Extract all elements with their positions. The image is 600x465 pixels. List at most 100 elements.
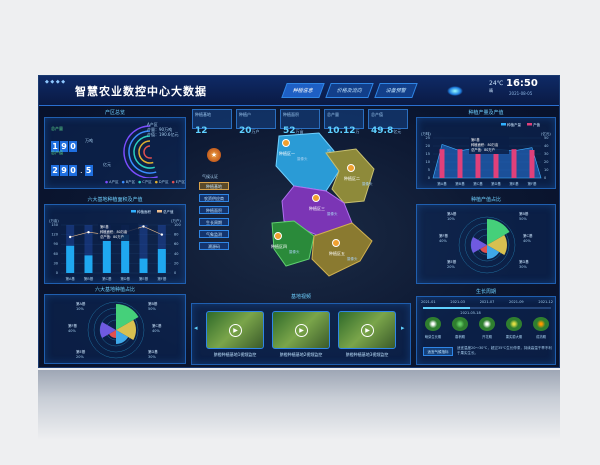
rose-segment xyxy=(471,237,487,253)
digit: 9 xyxy=(60,165,68,176)
globe-icon xyxy=(447,86,463,96)
region-map[interactable] xyxy=(264,131,399,281)
stat-label: 种植基地 xyxy=(195,112,211,117)
camera-tag[interactable]: 摄像头 xyxy=(362,182,373,186)
map-filter-button[interactable]: 种植面积 xyxy=(199,206,229,214)
value-label: 总产值 xyxy=(51,150,63,155)
map-filter-button[interactable]: 生长周期 xyxy=(199,218,229,226)
map-filter-button[interactable]: 溯源码 xyxy=(199,242,229,250)
next-arrow-icon[interactable]: ▸ xyxy=(401,324,405,332)
video-thumbnail[interactable]: ▶ xyxy=(272,311,330,349)
stat-unit: 万吨 xyxy=(327,129,360,153)
legend-swatch xyxy=(527,123,532,126)
rose-left-title: 六大基地种植占比 xyxy=(94,287,135,293)
x-tick: 第C基 xyxy=(102,276,112,281)
output-label: 总产量 xyxy=(51,126,63,131)
variety-marker-icon[interactable] xyxy=(282,139,290,147)
ring-arc xyxy=(123,125,158,178)
growth-stage: 开花期 xyxy=(475,317,499,339)
legend-item: ● E产区 xyxy=(171,180,185,184)
rose-label: 第B基 xyxy=(148,301,158,306)
camera-tag[interactable]: 摄像头 xyxy=(327,212,338,216)
camera-tag[interactable]: 摄像头 xyxy=(289,250,300,254)
variety-marker-icon[interactable] xyxy=(347,164,355,172)
y2-tick: 50 xyxy=(544,136,548,140)
climate-index-button[interactable]: 适宜气候指标 xyxy=(423,347,453,356)
x-tick: 第E基 xyxy=(139,276,149,281)
play-icon[interactable]: ▶ xyxy=(361,324,374,337)
digit: 1 xyxy=(51,141,59,152)
tab-planting[interactable]: 种植信息 xyxy=(281,83,325,98)
y-tick: 20 xyxy=(426,144,430,148)
stat-value-row: 52万亩 xyxy=(283,118,317,137)
rose-segment xyxy=(487,235,507,255)
bar xyxy=(457,149,463,178)
y-tick: 60 xyxy=(54,252,58,256)
prev-arrow-icon[interactable]: ◂ xyxy=(194,324,198,332)
y-tick: 0 xyxy=(56,271,58,275)
overview-legend: ● A产区 ● B产区 ● C产区 ● D产区 ● E产区 xyxy=(105,180,185,185)
map-filter-button[interactable]: 气象监测 xyxy=(199,230,229,238)
y-tick: 10 xyxy=(426,160,430,164)
region-label[interactable]: 种植区五 xyxy=(329,251,345,256)
rose-label: 第D基 xyxy=(148,349,158,354)
growth-timeline[interactable] xyxy=(423,307,551,309)
rose-label: 第E基 xyxy=(447,259,457,264)
region-label[interactable]: 种植区三 xyxy=(309,206,325,211)
rose-label: 第D基 xyxy=(519,259,529,264)
y2-tick: 100 xyxy=(174,223,181,227)
rose-segment xyxy=(480,245,487,253)
region-label[interactable]: 种植区二 xyxy=(344,176,360,181)
digit: 0 xyxy=(69,165,77,176)
legend-label: E产区 xyxy=(175,180,185,184)
right-unit: (亿元) xyxy=(541,131,551,136)
variety-marker-icon[interactable] xyxy=(274,232,282,240)
tab-device[interactable]: 设备预警 xyxy=(374,83,418,98)
variety-marker-icon[interactable] xyxy=(312,194,320,202)
variety-marker-icon[interactable] xyxy=(332,239,340,247)
weather: 晴 xyxy=(489,88,493,93)
stat-unit: 万户 xyxy=(251,129,260,134)
bar-chart: (万亩) (万户) 种植面积 总产值 0 30 60 90 120 150 0 20 40 60 80 100… xyxy=(49,209,181,281)
rose-label: 第C基 xyxy=(523,233,533,238)
video-caption: 脐橙种植基地3视频监控 xyxy=(345,352,389,357)
area-bar-chart: (万吨) (亿元) 种植产量 产值 0 5 10 15 20 25 0 10 20 30 40 50 第A基 第B… xyxy=(421,122,551,186)
camera-tag[interactable]: 摄像头 xyxy=(347,257,358,261)
area-panel: (万吨) (亿元) 种植产量 产值 0 5 10 15 20 25 0 10 20 30 40 50 第A基 第B… xyxy=(416,117,556,189)
area-panel-title: 种植产量及产值 xyxy=(468,110,504,116)
growth-panel: 2021-01 2021-03 2021-07 2021-09 2021-12 2021… xyxy=(416,296,556,365)
region-label[interactable]: 种植区一 xyxy=(279,151,295,156)
x-tick: 第F基 xyxy=(527,181,537,186)
video-title: 基地视频 xyxy=(290,294,311,300)
play-icon[interactable]: ▶ xyxy=(295,324,308,337)
stage-label: 成熟期 xyxy=(536,335,546,339)
bar xyxy=(529,150,535,178)
legend-label: B产区 xyxy=(125,180,136,184)
growth-stage: 春梢期 xyxy=(448,317,472,339)
line-point xyxy=(160,233,164,236)
rose-percent: 10% xyxy=(447,217,455,221)
tooltip-line: 第E基 xyxy=(100,224,109,229)
rose-segment xyxy=(116,320,136,340)
rose-percent: 40% xyxy=(439,239,447,243)
legend-label: 产值 xyxy=(533,122,541,127)
left-unit: (万吨) xyxy=(421,131,431,136)
month-label: 2021-07 xyxy=(479,300,495,304)
rose-grid xyxy=(458,216,516,274)
stat-label: 总产量 xyxy=(327,112,339,117)
video-thumbnail[interactable]: ▶ xyxy=(338,311,396,349)
y2-tick: 0 xyxy=(174,271,176,275)
digit: 0 xyxy=(69,141,77,152)
reflection xyxy=(38,370,560,440)
region-label[interactable]: 种植区四 xyxy=(271,244,287,249)
play-icon[interactable]: ▶ xyxy=(229,324,242,337)
stat-value: 20 xyxy=(239,126,252,136)
legend-label: D产区 xyxy=(158,180,169,184)
map-region-2 xyxy=(325,148,375,204)
camera-tag[interactable]: 摄像头 xyxy=(297,157,308,161)
video-thumbnail[interactable]: ▶ xyxy=(206,311,264,349)
bar xyxy=(84,255,93,273)
tab-price[interactable]: 价格及流向 xyxy=(325,83,374,98)
map-filter-button[interactable]: 种植基地 xyxy=(199,182,229,190)
map-filter-button[interactable]: 农资供应商 xyxy=(199,194,229,202)
